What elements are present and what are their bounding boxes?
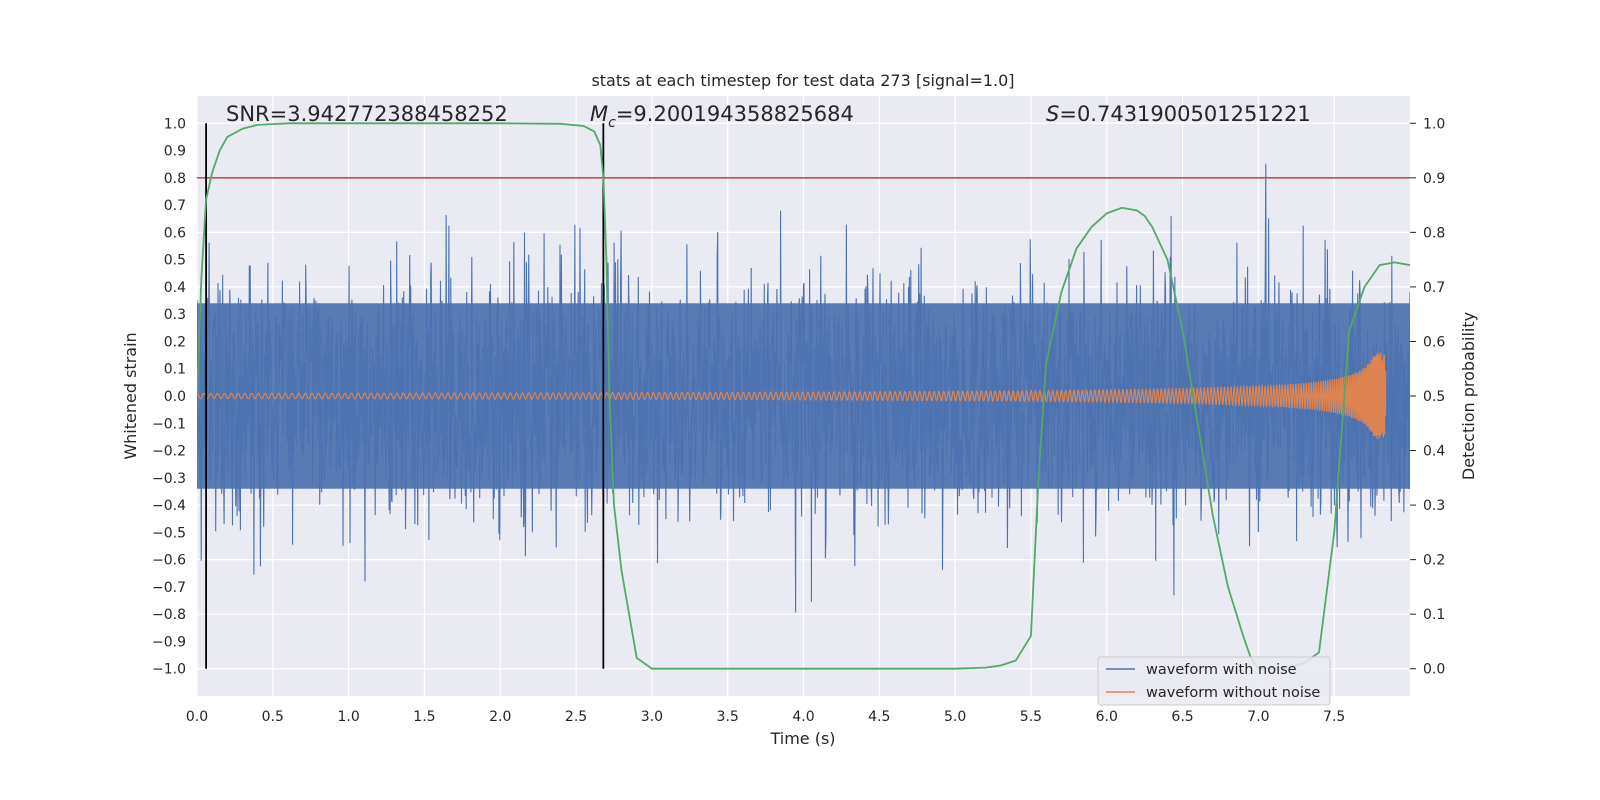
y-tick-label: −0.8 <box>152 607 186 623</box>
y-tick-label: 0.3 <box>164 307 186 323</box>
y-tick-label: 0.2 <box>164 334 186 350</box>
legend-label-noise: waveform with noise <box>1146 662 1297 678</box>
y2-tick-label: 0.7 <box>1423 280 1445 296</box>
y-axis-label: Whitened strain <box>121 332 140 459</box>
legend: waveform with noise waveform without noi… <box>1097 656 1331 706</box>
x-axis-ticks: 0.0 0.5 1.0 1.5 2.0 2.5 3.0 3.5 4.0 4.5 5.0 5.5 6.0 6… <box>186 709 1345 725</box>
y2-tick-label: 0.4 <box>1423 444 1445 460</box>
x-tick-label: 2.5 <box>565 709 587 725</box>
s-symbol: S <box>1046 102 1059 126</box>
x-tick-label: 4.5 <box>868 709 890 725</box>
y-tick-label: −0.3 <box>152 471 186 487</box>
y2-tick-label: 0.0 <box>1423 662 1445 678</box>
s-annotation: S=0.7431900501251221 <box>1046 102 1311 126</box>
y-tick-label: 0.5 <box>164 253 186 269</box>
x-tick-label: 3.5 <box>717 709 739 725</box>
x-tick-label: 2.0 <box>489 709 511 725</box>
chart-title: stats at each timestep for test data 273… <box>591 71 1014 90</box>
chirp-mass-annotation: Mc=9.200194358825684 <box>590 102 854 131</box>
y-tick-label: 0.6 <box>164 225 186 241</box>
y-tick-label: −0.9 <box>152 634 186 650</box>
chirp-mass-symbol: M <box>590 102 608 126</box>
y-tick-label: 0.1 <box>164 362 186 378</box>
x-tick-label: 6.0 <box>1096 709 1118 725</box>
y2-tick-label: 0.9 <box>1423 171 1445 187</box>
x-tick-label: 7.0 <box>1247 709 1269 725</box>
legend-label-clean: waveform without noise <box>1146 685 1320 701</box>
y-tick-label: −0.1 <box>152 416 186 432</box>
y2-tick-label: 0.2 <box>1423 553 1445 569</box>
y-tick-label: −0.4 <box>152 498 186 514</box>
x-tick-label: 3.0 <box>641 709 663 725</box>
y-tick-label: 0.0 <box>164 389 186 405</box>
legend-box <box>1097 656 1331 706</box>
y2-tick-label: 1.0 <box>1423 116 1445 132</box>
y2-tick-label: 0.1 <box>1423 607 1445 623</box>
y-tick-label: 1.0 <box>164 116 186 132</box>
chirp-trace <box>197 352 1387 440</box>
y-axis-ticks: 1.0 0.9 0.8 0.7 0.6 0.5 0.4 0.3 0.2 0.1 0.0 −0.1 −0.… <box>152 116 186 677</box>
series-waveform-without-noise <box>197 352 1387 440</box>
y-tick-label: 0.7 <box>164 198 186 214</box>
x-tick-label: 1.0 <box>337 709 359 725</box>
y-tick-label: −0.5 <box>152 525 186 541</box>
chirp-mass-subscript: c <box>608 115 616 131</box>
x-tick-label: 7.5 <box>1323 709 1345 725</box>
x-axis-label: Time (s) <box>769 729 835 748</box>
y2-tick-label: 0.5 <box>1423 389 1445 405</box>
y2-tick-label: 0.3 <box>1423 498 1445 514</box>
y2-axis-label: Detection probability <box>1459 312 1478 480</box>
x-tick-label: 4.0 <box>792 709 814 725</box>
x-tick-label: 5.5 <box>1020 709 1042 725</box>
y2-tick-label: 0.6 <box>1423 334 1445 350</box>
y-tick-label: −0.6 <box>152 553 186 569</box>
x-tick-label: 5.0 <box>944 709 966 725</box>
y2-axis-ticks: 1.0 0.9 0.8 0.7 0.6 0.5 0.4 0.3 0.2 0.1 0.0 <box>1410 116 1445 678</box>
y-tick-label: 0.4 <box>164 280 186 296</box>
y-tick-label: 0.9 <box>164 144 186 160</box>
y-tick-label: −0.7 <box>152 580 186 596</box>
x-tick-label: 6.5 <box>1171 709 1193 725</box>
chirp-mass-value: =9.200194358825684 <box>616 102 854 126</box>
y2-tick-label: 0.8 <box>1423 225 1445 241</box>
y-tick-label: −0.2 <box>152 444 186 460</box>
y-tick-label: −1.0 <box>152 662 186 678</box>
x-tick-label: 1.5 <box>413 709 435 725</box>
s-value: =0.7431900501251221 <box>1059 102 1310 126</box>
x-tick-label: 0.0 <box>186 709 208 725</box>
snr-annotation: SNR=3.942772388458252 <box>226 102 508 126</box>
y-tick-label: 0.8 <box>164 171 186 187</box>
x-tick-label: 0.5 <box>262 709 284 725</box>
